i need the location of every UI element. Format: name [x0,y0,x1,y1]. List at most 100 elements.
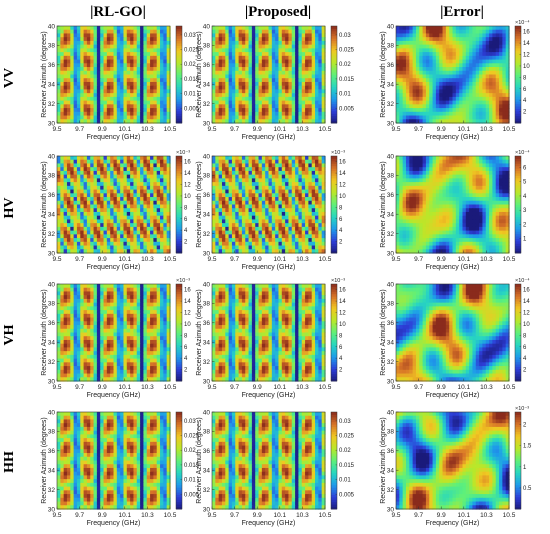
heatmap-cell [248,81,253,87]
heatmap-cell [412,55,417,61]
heatmap-cell [163,219,168,224]
heatmap-cell [315,108,319,113]
heatmap-cell [73,185,78,191]
heatmap-cell [153,193,158,198]
heatmap-cell [70,234,75,239]
heatmap-cell [305,96,309,102]
heatmap-cell [130,211,135,217]
heatmap-cell [275,104,280,109]
heatmap-cell [455,70,460,76]
heatmap-cell [445,29,450,35]
heatmap-cell [156,178,161,183]
heatmap-cell [422,63,427,68]
heatmap-cell [429,81,434,87]
heatmap-cell [103,81,108,87]
heatmap-cell [215,37,220,42]
heatmap-cell [311,44,316,49]
heatmap-cell [130,26,135,31]
y-tick-label: 30 [48,250,56,257]
heatmap-cell [402,111,407,117]
heatmap-cell [66,44,71,49]
heatmap-cell [489,100,493,105]
heatmap-cell [150,74,154,79]
heatmap-cell [459,108,464,113]
heatmap-cell [83,29,88,35]
heatmap-cell [57,74,61,79]
heatmap-cell [150,85,154,91]
heatmap-cell [153,159,158,165]
colorbar-segment [515,62,521,66]
heatmap-cell [83,178,88,183]
heatmap-cell [442,67,447,72]
heatmap-cell [449,85,454,91]
heatmap-cell [126,226,131,232]
heatmap-cell [265,52,270,57]
colorbar-segment [331,81,337,85]
heatmap-cell [295,52,300,57]
heatmap-cell [143,55,148,61]
heatmap-cell [110,197,115,202]
heatmap-cell [285,26,290,31]
heatmap-cell [452,26,457,31]
heatmap-cell [63,204,68,209]
heatmap-cell [150,78,154,83]
heatmap-cell [140,108,145,113]
colorbar-segment [176,91,182,95]
heatmap-cell [308,40,313,46]
y-tick-label: 30 [48,120,56,127]
heatmap-cell [298,100,303,105]
heatmap-cell [57,29,61,35]
heatmap-cell [93,215,98,221]
heatmap-cell [110,174,115,179]
heatmap-cell [321,78,326,83]
x-tick-label: 10.1 [118,256,131,263]
x-tick-label: 9.9 [253,256,262,263]
heatmap-cell [475,59,480,64]
heatmap-cell [90,211,95,217]
colorbar-segment [515,113,521,117]
heatmap-cell [126,182,131,187]
heatmap-cell [235,48,240,53]
heatmap-cell [103,40,108,46]
heatmap-cell [57,59,61,64]
heatmap-cell [258,96,263,102]
heatmap-cell [163,81,168,87]
heatmap-cell [462,52,467,57]
heatmap-cell [73,241,78,247]
heatmap-cell [281,74,286,79]
heatmap-cell [103,111,108,117]
heatmap-cell [465,119,470,124]
heatmap-cell [435,81,440,87]
heatmap-cell [432,48,437,53]
heatmap-cell [70,74,75,79]
heatmap-cell [271,115,276,120]
heatmap-cell [435,104,440,109]
heatmap-cell [469,48,474,53]
heatmap-cell [502,52,507,57]
heatmap-cell [143,182,148,187]
heatmap-cell [465,115,470,120]
y-tick-label: 30 [387,120,395,127]
heatmap-cell [76,63,81,68]
heatmap-cell [86,170,91,176]
heatmap-cell [133,204,138,209]
heatmap-cell [288,85,293,91]
heatmap-cell [150,238,154,243]
heatmap-cell [485,93,490,98]
heatmap-cell [321,29,326,35]
x-tick-label: 10.3 [141,256,154,263]
x-axis-label: Frequency (GHz) [426,134,480,141]
heatmap-cell [479,70,484,76]
heatmap-cell [73,200,78,206]
heatmap-cell [455,37,460,42]
heatmap-cell [156,197,161,202]
heatmap-cell [70,37,75,42]
heatmap-cell [502,108,507,113]
heatmap-cell [305,40,309,46]
heatmap-cell [123,241,128,247]
heatmap-cell [445,59,450,64]
heatmap-cell [271,44,276,49]
heatmap-cell [449,104,454,109]
heatmap-cell [449,108,454,113]
heatmap-cell [425,93,430,98]
